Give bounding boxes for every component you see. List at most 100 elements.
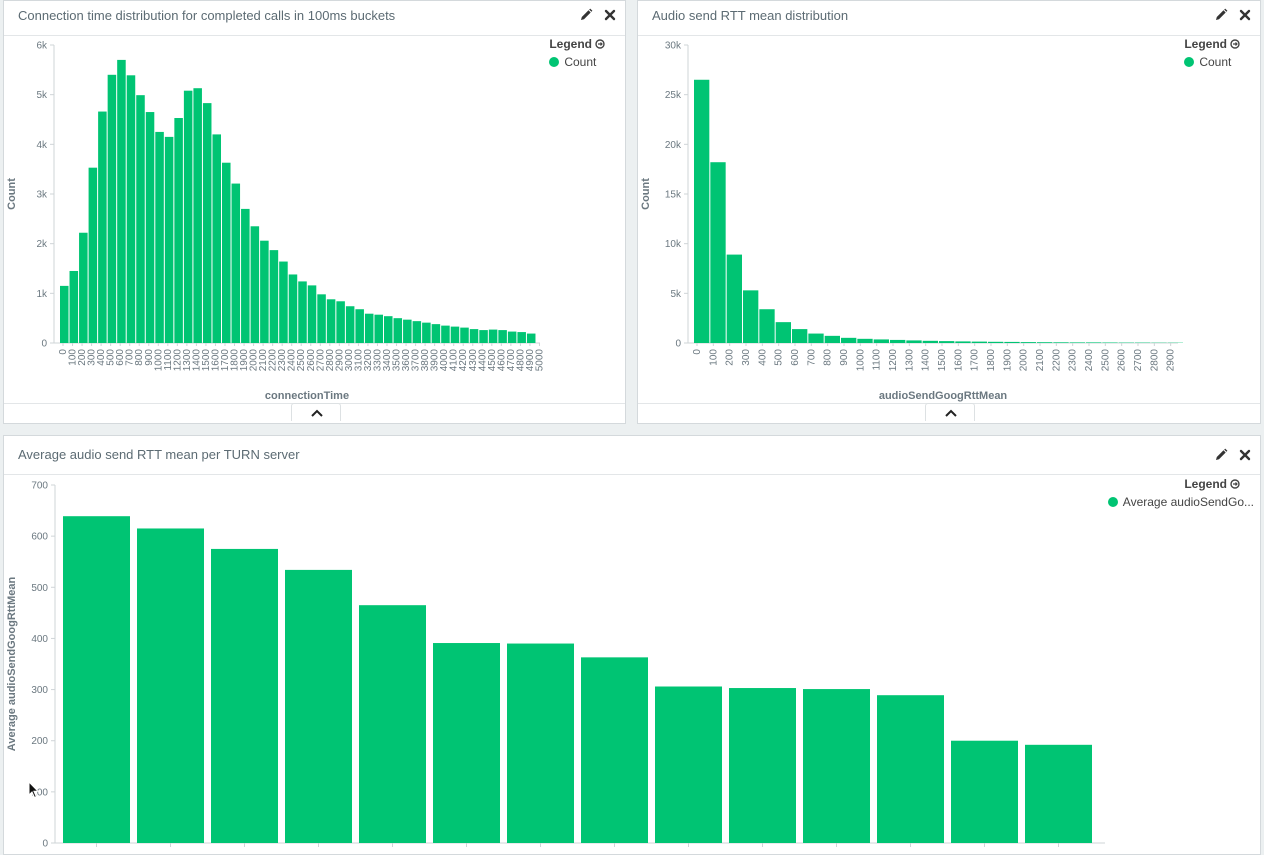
bar[interactable] [808, 334, 823, 343]
bar[interactable] [251, 226, 260, 343]
bar[interactable] [803, 689, 870, 843]
bar[interactable] [117, 60, 126, 343]
bar[interactable] [841, 338, 856, 343]
bar[interactable] [527, 334, 536, 343]
bar[interactable] [479, 330, 488, 343]
bar[interactable] [877, 695, 944, 843]
bar[interactable] [939, 341, 954, 343]
bar[interactable] [776, 322, 791, 343]
bar[interactable] [1037, 342, 1052, 343]
bar[interactable] [79, 233, 88, 343]
bar[interactable] [137, 528, 204, 843]
bar[interactable] [222, 163, 231, 343]
legend-item-count[interactable]: Count [549, 55, 605, 69]
bar[interactable] [403, 320, 412, 343]
bar[interactable] [346, 306, 355, 343]
bar[interactable] [289, 274, 298, 343]
bar[interactable] [136, 95, 145, 343]
bar[interactable] [155, 132, 164, 343]
bar[interactable] [759, 309, 774, 343]
legend-item-count[interactable]: Count [1184, 55, 1240, 69]
bar[interactable] [279, 262, 288, 343]
bar[interactable] [988, 342, 1003, 343]
bar[interactable] [923, 341, 938, 343]
bar[interactable] [517, 332, 526, 343]
x-tick-label: 2900 [1166, 349, 1177, 372]
bar[interactable] [694, 80, 709, 343]
bar[interactable] [413, 321, 422, 343]
bar[interactable] [470, 329, 479, 343]
legend-item-average[interactable]: Average audioSendGo... [1108, 495, 1254, 509]
bar[interactable] [365, 314, 374, 343]
bar[interactable] [432, 324, 441, 343]
bar[interactable] [193, 88, 202, 343]
bar[interactable] [298, 281, 307, 343]
bar[interactable] [165, 137, 174, 343]
bar[interactable] [146, 112, 155, 343]
bar[interactable] [743, 290, 758, 343]
bar[interactable] [203, 103, 212, 343]
bar[interactable] [1021, 342, 1036, 343]
bar[interactable] [63, 516, 130, 843]
legend-title[interactable]: Legend [1184, 37, 1240, 51]
bar[interactable] [174, 118, 183, 343]
bar[interactable] [498, 330, 507, 343]
bar[interactable] [374, 315, 383, 343]
legend-title[interactable]: Legend [1108, 477, 1254, 491]
bar[interactable] [972, 342, 987, 343]
bar[interactable] [98, 112, 107, 343]
bar[interactable] [127, 75, 136, 343]
bar[interactable] [270, 250, 279, 343]
bar[interactable] [70, 271, 79, 343]
bar[interactable] [433, 643, 500, 843]
bar[interactable] [1086, 342, 1101, 343]
bar[interactable] [336, 301, 345, 343]
bar[interactable] [108, 75, 117, 343]
bar[interactable] [955, 341, 970, 343]
bar[interactable] [359, 605, 426, 843]
bar[interactable] [1004, 342, 1019, 343]
bar[interactable] [212, 134, 221, 343]
bar[interactable] [874, 339, 889, 343]
collapse-button[interactable] [291, 403, 341, 421]
bar[interactable] [906, 340, 921, 343]
bar[interactable] [260, 241, 269, 343]
bar[interactable] [355, 309, 364, 343]
bar[interactable] [792, 329, 807, 343]
bar[interactable] [451, 327, 460, 343]
bar[interactable] [460, 328, 469, 343]
bar[interactable] [951, 741, 1018, 843]
collapse-button[interactable] [925, 403, 975, 421]
bar[interactable] [857, 339, 872, 343]
bar[interactable] [211, 549, 278, 843]
bar[interactable] [729, 688, 796, 843]
bar[interactable] [422, 323, 431, 343]
bar[interactable] [184, 91, 193, 343]
bar[interactable] [241, 209, 250, 343]
bar[interactable] [394, 318, 403, 343]
bar[interactable] [441, 326, 450, 343]
bar[interactable] [890, 340, 905, 343]
bar[interactable] [581, 657, 648, 843]
circle-arrow-right-icon [595, 39, 605, 49]
bar[interactable] [327, 299, 336, 343]
bar[interactable] [489, 330, 498, 343]
bar[interactable] [232, 184, 241, 343]
series-color-dot [1184, 57, 1194, 67]
bar[interactable] [308, 285, 317, 343]
bar[interactable] [508, 332, 517, 343]
bar[interactable] [1053, 342, 1068, 343]
bar[interactable] [60, 286, 69, 343]
bar[interactable] [384, 316, 393, 343]
bar[interactable] [317, 294, 326, 343]
bar[interactable] [1025, 745, 1092, 843]
bar[interactable] [727, 255, 742, 343]
bar[interactable] [655, 687, 722, 843]
bar[interactable] [89, 168, 98, 343]
legend-title[interactable]: Legend [549, 37, 605, 51]
bar[interactable] [825, 336, 840, 343]
bar[interactable] [710, 162, 725, 343]
bar[interactable] [507, 644, 574, 843]
bar[interactable] [1070, 342, 1085, 343]
bar[interactable] [285, 570, 352, 843]
